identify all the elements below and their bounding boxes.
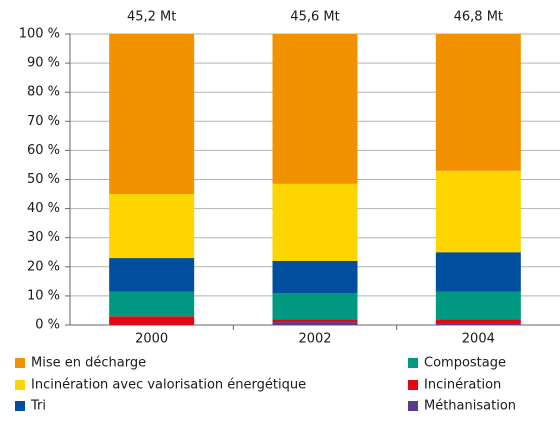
y-tick-label: 80 % xyxy=(27,85,60,100)
bar-segment xyxy=(435,252,521,292)
y-tick-label: 30 % xyxy=(27,230,60,245)
legend-swatch xyxy=(15,401,25,411)
bar-segment xyxy=(272,319,358,323)
bar-segment xyxy=(109,258,195,292)
x-tick-label: 2000 xyxy=(135,332,168,347)
legend-swatch xyxy=(408,380,418,390)
legend-label: Compostage xyxy=(424,356,506,371)
y-tick-label: 40 % xyxy=(27,201,60,216)
y-tick-label: 90 % xyxy=(27,56,60,71)
bar-segment xyxy=(109,194,195,259)
y-tick-label: 70 % xyxy=(27,114,60,129)
total-label: 46,8 Mt xyxy=(454,10,503,25)
bar-segment xyxy=(435,34,521,171)
total-label: 45,6 Mt xyxy=(290,10,339,25)
bar-segment xyxy=(272,292,358,320)
bar-segment xyxy=(272,183,358,261)
bar-segment xyxy=(435,319,521,324)
y-tick-label: 10 % xyxy=(27,288,60,303)
bar-segment xyxy=(109,291,195,317)
y-tick-label: 50 % xyxy=(27,172,60,187)
y-tick-label: 100 % xyxy=(19,27,60,42)
bar-segment xyxy=(109,34,195,195)
bar-segment xyxy=(272,34,358,184)
legend-label: Tri xyxy=(30,399,46,414)
bar-segment xyxy=(435,291,521,320)
y-tick-label: 0 % xyxy=(35,318,60,333)
legend-swatch xyxy=(15,358,25,368)
legend-swatch xyxy=(408,358,418,368)
bar-segment xyxy=(435,323,521,325)
total-label: 45,2 Mt xyxy=(127,10,176,25)
x-tick-label: 2002 xyxy=(298,332,331,347)
x-tick-label: 2004 xyxy=(462,332,495,347)
bar-segment xyxy=(272,260,358,293)
legend-label: Méthanisation xyxy=(424,399,516,414)
bar-segment xyxy=(435,170,521,253)
bar-segment xyxy=(272,322,358,325)
y-tick-label: 20 % xyxy=(27,259,60,274)
bar-segment xyxy=(109,316,195,325)
legend-swatch xyxy=(408,401,418,411)
legend-label: Mise en décharge xyxy=(31,356,146,371)
legend-swatch xyxy=(15,380,25,390)
legend-label: Incinération avec valorisation énergétiq… xyxy=(31,378,306,393)
legend-label: Incinération xyxy=(424,378,501,393)
y-tick-label: 60 % xyxy=(27,143,60,158)
